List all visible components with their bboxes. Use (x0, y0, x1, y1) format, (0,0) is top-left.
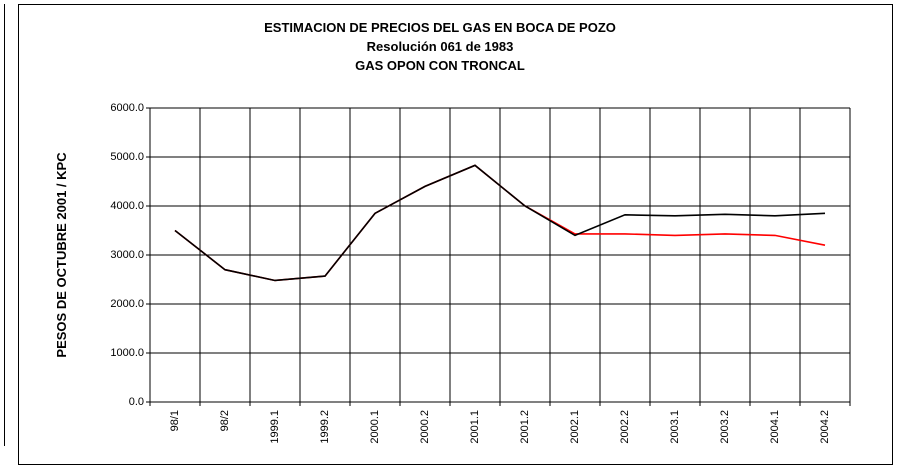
x-tick-label: 2002.1 (569, 410, 581, 444)
x-tick-label: 2002.2 (619, 410, 631, 444)
chart-title: ESTIMACION DE PRECIOS DEL GAS EN BOCA DE… (264, 20, 616, 35)
x-tick-label: 2004.1 (769, 410, 781, 444)
x-tick-label: 2003.2 (719, 410, 731, 444)
chart-subtitle: GAS OPON CON TRONCAL (355, 58, 525, 73)
y-tick-label: 1000.0 (110, 347, 144, 359)
x-tick-label: 98/1 (169, 410, 181, 431)
y-tick-label: 2000.0 (110, 298, 144, 310)
x-tick-label: 2001.2 (519, 410, 531, 444)
x-tick-label: 2003.1 (669, 410, 681, 444)
y-tick-label: 4000.0 (110, 200, 144, 212)
x-tick-label: 98/2 (219, 410, 231, 431)
x-tick-label: 1999.1 (269, 410, 281, 444)
x-tick-label: 1999.2 (319, 410, 331, 444)
x-tick-label: 2000.1 (369, 410, 381, 444)
y-tick-label: 3000.0 (110, 249, 144, 261)
y-tick-label: 0.0 (129, 396, 144, 408)
series-line (174, 164, 826, 282)
y-axis-title: PESOS DE OCTUBRE 2001 / KPC (54, 152, 69, 358)
x-tick-label: 2000.2 (419, 410, 431, 444)
x-tick-label: 2004.2 (819, 410, 831, 444)
y-tick-label: 5000.0 (110, 151, 144, 163)
x-tick-label: 2001.1 (469, 410, 481, 444)
chart-subtitle: Resolución 061 de 1983 (367, 39, 514, 54)
chart-frame (18, 4, 893, 465)
y-tick-label: 6000.0 (110, 102, 144, 114)
